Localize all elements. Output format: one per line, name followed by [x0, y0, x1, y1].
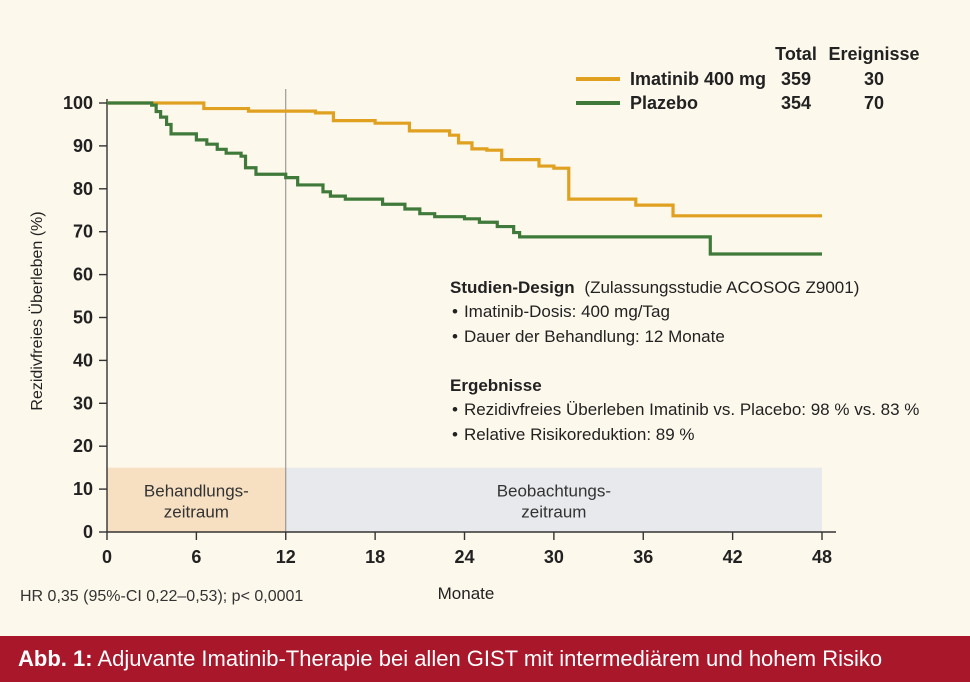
result-item: • Relative Risikoreduktion: 89 % [452, 425, 695, 444]
x-tick-label: 6 [191, 547, 201, 567]
legend-label-imatinib: Imatinib 400 mg [630, 69, 766, 89]
legend-label-placebo: Plazebo [630, 93, 698, 113]
caption-label: Abb. 1: [18, 646, 93, 671]
legend: Total Ereignisse Imatinib 400 mg 359 30 … [576, 44, 920, 113]
y-tick-label: 0 [83, 522, 93, 542]
hazard-ratio-note: HR 0,35 (95%-CI 0,22–0,53); p< 0,0001 [20, 588, 304, 605]
y-tick-label: 80 [73, 179, 93, 199]
series-layer [107, 101, 822, 256]
caption-text: Adjuvante Imatinib-Therapie bei allen GI… [92, 646, 883, 671]
y-tick-label: 70 [73, 222, 93, 242]
legend-total-imatinib: 359 [781, 69, 811, 89]
axes-layer [106, 89, 836, 533]
x-tick-label: 18 [365, 547, 385, 567]
bands-layer: Behandlungs-zeitraum Beobachtungs-zeitrau… [107, 467, 822, 532]
treatment-period-band [107, 467, 286, 532]
figure-caption: Abb. 1: Adjuvante Imatinib-Therapie bei … [0, 636, 970, 682]
legend-events-imatinib: 30 [864, 69, 884, 89]
ticks-layer: 0 10 20 30 40 50 60 70 80 90 100 0 6 12 18 24 30 36 42 48 [63, 93, 832, 567]
y-tick-label: 100 [63, 93, 93, 113]
legend-events-placebo: 70 [864, 93, 884, 113]
y-tick-label: 60 [73, 265, 93, 285]
legend-header-total: Total [775, 44, 817, 64]
legend-header-events: Ereignisse [828, 44, 919, 64]
y-tick-label: 20 [73, 436, 93, 456]
observation-period-band [285, 467, 822, 532]
imatinib-curve [107, 101, 822, 218]
result-item: • Rezidivfreies Überleben Imatinib vs. Pl… [452, 400, 919, 419]
x-tick-label: 0 [102, 547, 112, 567]
design-item: • Imatinib-Dosis: 400 mg/Tag [452, 302, 670, 321]
y-axis-label: Rezidivfreies Überleben (%) [28, 211, 46, 410]
x-tick-label: 36 [633, 547, 653, 567]
design-heading: Studien-Design (Zulassungsstudie ACOSOG … [450, 278, 859, 297]
placebo-curve [107, 101, 822, 256]
treatment-period-label: Behandlungs-zeitraum [144, 482, 249, 522]
design-item: • Dauer der Behandlung: 12 Monate [452, 327, 725, 346]
y-tick-label: 90 [73, 136, 93, 156]
y-tick-label: 10 [73, 479, 93, 499]
y-tick-label: 50 [73, 308, 93, 328]
results-heading: Ergebnisse [450, 376, 542, 395]
study-annotation: Studien-Design (Zulassungsstudie ACOSOG … [450, 278, 919, 444]
y-tick-label: 40 [73, 350, 93, 370]
x-tick-label: 42 [723, 547, 743, 567]
x-tick-label: 12 [276, 547, 296, 567]
observation-period-label: Beobachtungs-zeitraum [497, 482, 611, 522]
y-tick-label: 30 [73, 393, 93, 413]
x-tick-label: 48 [812, 547, 832, 567]
x-axis-label: Monate [438, 584, 495, 603]
x-tick-label: 24 [454, 547, 474, 567]
legend-total-placebo: 354 [781, 93, 811, 113]
x-tick-label: 30 [544, 547, 564, 567]
